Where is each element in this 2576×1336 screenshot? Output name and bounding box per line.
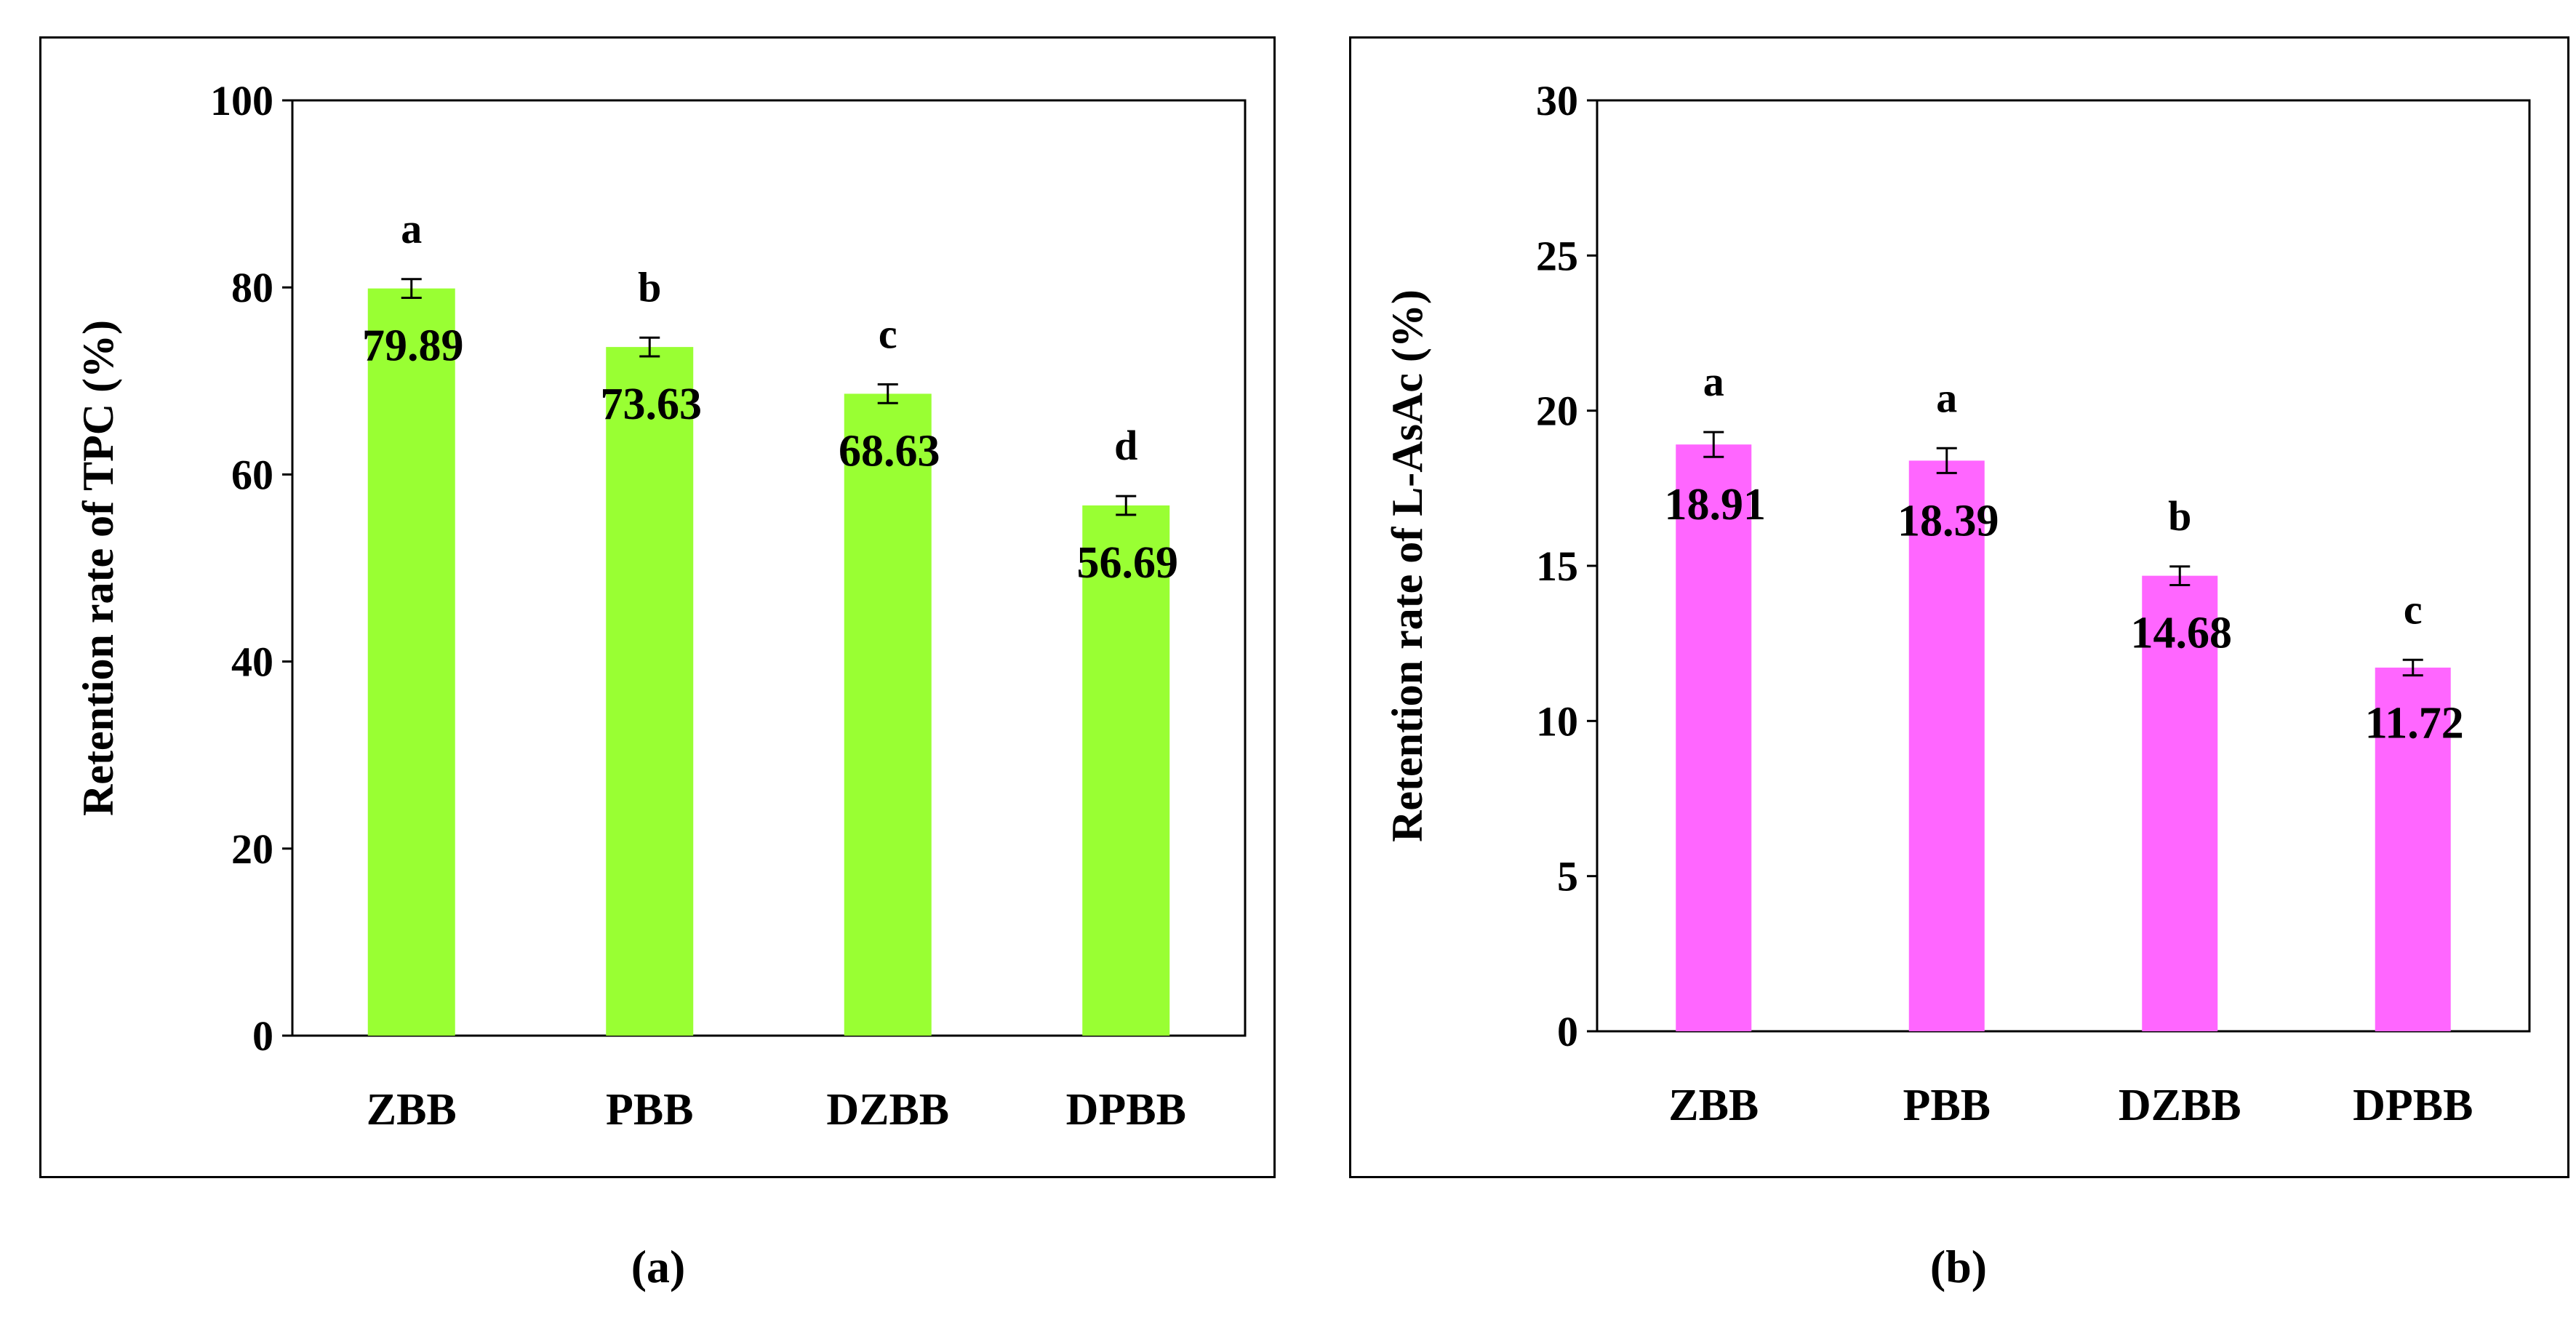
significance-letter: a [1703, 358, 1724, 405]
y-tick-label: 20 [1536, 388, 1578, 435]
x-tick-label: ZBB [1668, 1081, 1759, 1130]
bar-DZBB [2142, 575, 2218, 1031]
y-tick-label: 5 [1557, 853, 1578, 900]
bar-DPBB [1082, 505, 1170, 1036]
data-label: 73.63 [601, 380, 703, 429]
bar-DPBB [2375, 667, 2451, 1031]
panel-a-caption: (a) [631, 1241, 686, 1292]
data-label: 18.39 [1897, 496, 1999, 545]
x-tick-label: ZBB [367, 1085, 457, 1135]
y-tick-label: 80 [231, 264, 273, 311]
data-label: 14.68 [2131, 608, 2233, 657]
x-tick-label: DPBB [1066, 1085, 1186, 1135]
x-tick-label: PBB [1903, 1081, 1991, 1130]
panel-b-caption: (b) [1929, 1241, 1988, 1292]
x-tick-label: PBB [606, 1085, 694, 1135]
bar-ZBB [1676, 444, 1752, 1031]
y-tick-label: 0 [252, 1012, 273, 1060]
y-tick-label: 40 [231, 639, 273, 686]
data-label: 56.69 [1077, 538, 1179, 588]
data-label: 18.91 [1665, 480, 1767, 529]
bar-DZBB [844, 393, 932, 1036]
significance-letter: b [638, 263, 661, 311]
significance-letter: a [1936, 374, 1957, 421]
significance-letter: c [2404, 585, 2423, 633]
y-tick-label: 10 [1536, 697, 1578, 745]
data-label: 68.63 [839, 426, 940, 476]
bar-ZBB [367, 288, 455, 1036]
y-tick-label: 60 [231, 451, 273, 498]
y-tick-label: 30 [1536, 77, 1578, 124]
bar-PBB [606, 347, 694, 1036]
x-tick-label: DPBB [2353, 1081, 2473, 1130]
data-label: 11.72 [2365, 699, 2464, 748]
y-axis-label: Retention rate of L-AsAc (%) [1383, 289, 1431, 842]
x-tick-label: DZBB [826, 1085, 949, 1135]
significance-letter: d [1114, 422, 1137, 469]
y-tick-label: 25 [1536, 232, 1578, 279]
significance-letter: c [879, 311, 897, 358]
significance-letter: a [401, 205, 422, 252]
x-tick-label: DZBB [2119, 1081, 2241, 1130]
significance-letter: b [2168, 492, 2191, 540]
y-tick-label: 20 [231, 825, 273, 873]
y-tick-label: 15 [1536, 543, 1578, 590]
plot-area-a [291, 99, 1247, 1037]
data-label: 79.89 [362, 321, 464, 370]
y-tick-label: 0 [1557, 1008, 1578, 1055]
y-tick-label: 100 [210, 77, 273, 124]
bar-PBB [1908, 460, 1985, 1031]
y-axis-label: Retention rate of TPC (%) [74, 320, 122, 816]
